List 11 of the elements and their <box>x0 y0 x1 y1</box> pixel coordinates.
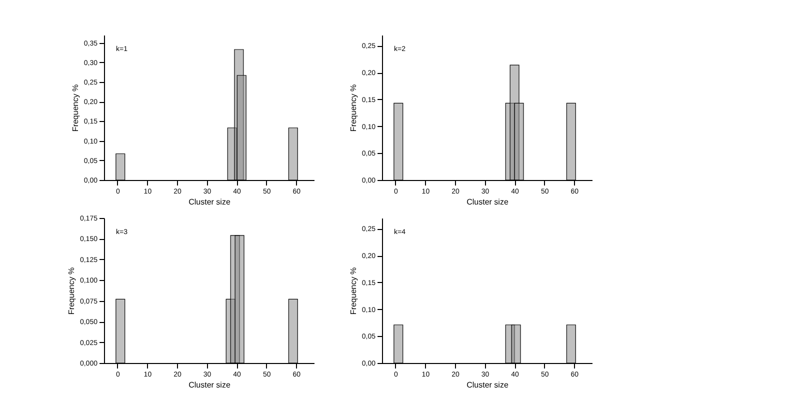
x-axis-title: Cluster size <box>188 198 231 206</box>
x-axis-title: Cluster size <box>466 198 509 206</box>
bar <box>236 75 246 180</box>
y-axis-title: Frequency % <box>348 267 358 315</box>
x-axis-title: Cluster size <box>466 380 509 390</box>
bar <box>288 128 298 180</box>
y-axis-title: Frequency % <box>70 84 80 132</box>
y-axis-title: Frequency % <box>348 84 358 132</box>
x-axis-title: Cluster size <box>188 380 231 390</box>
bar <box>116 153 126 180</box>
y-axis-title: Frequency % <box>66 267 76 315</box>
